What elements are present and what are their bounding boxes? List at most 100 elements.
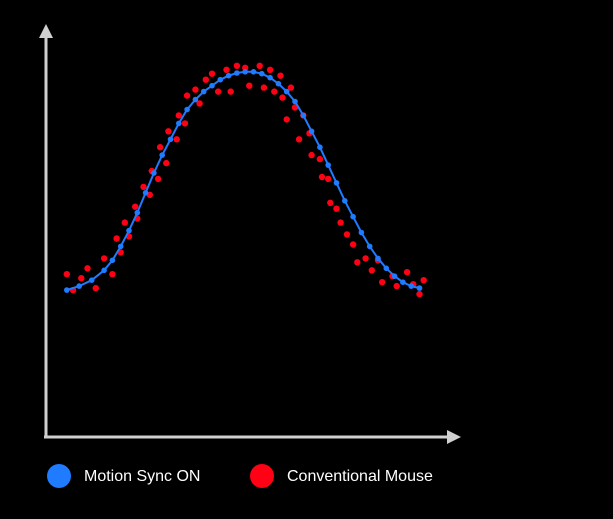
data-point-motion-sync-on [192, 96, 199, 103]
y-axis-arrow [39, 24, 53, 38]
data-point-motion-sync-on [350, 213, 356, 220]
data-point-conventional-mouse [327, 199, 334, 206]
legend-label-conventional-mouse: Conventional Mouse [287, 468, 433, 485]
data-point-motion-sync-on [275, 80, 282, 87]
data-point-conventional-mouse [354, 259, 361, 266]
data-point-motion-sync-on [283, 88, 290, 95]
data-point-conventional-mouse [393, 282, 400, 290]
data-point-conventional-mouse [337, 219, 344, 226]
data-point-motion-sync-on [342, 198, 348, 204]
data-point-motion-sync-on [300, 112, 307, 119]
data-point-conventional-mouse [233, 62, 241, 69]
data-point-conventional-mouse [227, 88, 234, 95]
data-point-conventional-mouse [308, 151, 315, 159]
data-point-conventional-mouse [215, 88, 222, 95]
data-point-motion-sync-on [167, 136, 174, 143]
data-point-motion-sync-on [333, 180, 340, 186]
data-point-conventional-mouse [283, 116, 290, 123]
data-point-conventional-mouse [78, 275, 85, 282]
data-point-conventional-mouse [165, 128, 172, 135]
data-point-conventional-mouse [271, 88, 278, 95]
data-point-conventional-mouse [121, 219, 128, 226]
data-point-motion-sync-on [64, 287, 70, 293]
data-point-conventional-mouse [318, 173, 326, 181]
data-point-motion-sync-on [184, 106, 190, 113]
data-point-motion-sync-on [101, 267, 107, 274]
data-point-conventional-mouse [260, 84, 268, 91]
data-point-conventional-mouse [181, 120, 189, 127]
legend-marker-motion-sync [47, 464, 71, 488]
data-point-conventional-mouse [109, 271, 116, 278]
data-point-motion-sync-on [375, 255, 381, 262]
data-point-motion-sync-on [292, 98, 298, 105]
data-point-conventional-mouse [175, 112, 182, 119]
data-point-motion-sync-on [225, 72, 232, 79]
data-point-conventional-mouse [154, 175, 162, 183]
data-point-motion-sync-on [176, 120, 182, 127]
data-point-conventional-mouse [208, 70, 216, 77]
data-point-conventional-mouse [84, 265, 91, 272]
data-point-conventional-mouse [420, 277, 427, 284]
data-point-motion-sync-on [109, 257, 116, 264]
data-point-motion-sync-on [400, 279, 406, 286]
data-point-conventional-mouse [202, 76, 209, 83]
data-point-motion-sync-on [408, 283, 415, 289]
legend-item-conventional-mouse: Conventional Mouse [250, 464, 433, 488]
data-point-conventional-mouse [140, 183, 147, 191]
data-point-motion-sync-on [308, 128, 315, 135]
data-point-motion-sync-on [317, 144, 323, 150]
data-point-conventional-mouse [277, 72, 284, 79]
data-point-conventional-mouse [256, 62, 263, 69]
axes [39, 24, 461, 444]
data-point-motion-sync-on [76, 283, 82, 289]
legend-item-motion-sync: Motion Sync ON [47, 464, 200, 488]
data-point-conventional-mouse [113, 235, 120, 242]
data-point-conventional-mouse [163, 159, 170, 167]
data-point-conventional-mouse [173, 136, 180, 143]
data-point-motion-sync-on [383, 265, 390, 272]
data-point-motion-sync-on [200, 88, 207, 95]
data-point-motion-sync-on [234, 70, 240, 76]
data-point-conventional-mouse [362, 255, 369, 262]
data-point-conventional-mouse [100, 255, 108, 262]
legend-marker-conventional-mouse [250, 464, 274, 488]
data-point-conventional-mouse [325, 175, 332, 183]
data-point-conventional-mouse [403, 269, 411, 276]
data-point-motion-sync-on [416, 285, 423, 291]
data-point-conventional-mouse [242, 64, 249, 72]
x-axis-arrow [447, 430, 461, 444]
data-point-conventional-mouse [183, 92, 191, 99]
data-point-motion-sync-on [242, 69, 248, 75]
series-conventional-mouse [63, 62, 427, 298]
data-point-conventional-mouse [196, 100, 203, 107]
data-point-conventional-mouse [279, 94, 286, 101]
data-point-motion-sync-on [88, 277, 95, 284]
plot-area [63, 62, 427, 298]
data-point-motion-sync-on [267, 74, 273, 81]
data-point-motion-sync-on [151, 170, 157, 176]
data-point-conventional-mouse [295, 136, 303, 143]
data-point-motion-sync-on [209, 82, 215, 89]
data-point-conventional-mouse [333, 205, 340, 212]
data-point-motion-sync-on [126, 227, 132, 234]
data-point-motion-sync-on [142, 190, 149, 196]
data-point-conventional-mouse [368, 267, 375, 274]
data-point-conventional-mouse [246, 82, 253, 89]
data-point-conventional-mouse [132, 203, 139, 210]
data-point-conventional-mouse [156, 144, 164, 151]
data-point-conventional-mouse [316, 155, 324, 163]
data-point-motion-sync-on [134, 209, 141, 216]
data-point-motion-sync-on [358, 229, 365, 236]
data-point-conventional-mouse [416, 290, 423, 298]
data-point-motion-sync-on [117, 243, 124, 250]
data-point-conventional-mouse [192, 86, 199, 93]
series-motion-sync-on [64, 69, 423, 293]
data-point-motion-sync-on [391, 273, 398, 280]
legend-label-motion-sync: Motion Sync ON [84, 468, 200, 485]
data-point-motion-sync-on [159, 152, 165, 158]
data-point-conventional-mouse [266, 66, 274, 74]
data-point-conventional-mouse [287, 84, 295, 91]
data-point-conventional-mouse [92, 284, 100, 292]
data-point-motion-sync-on [366, 243, 373, 250]
